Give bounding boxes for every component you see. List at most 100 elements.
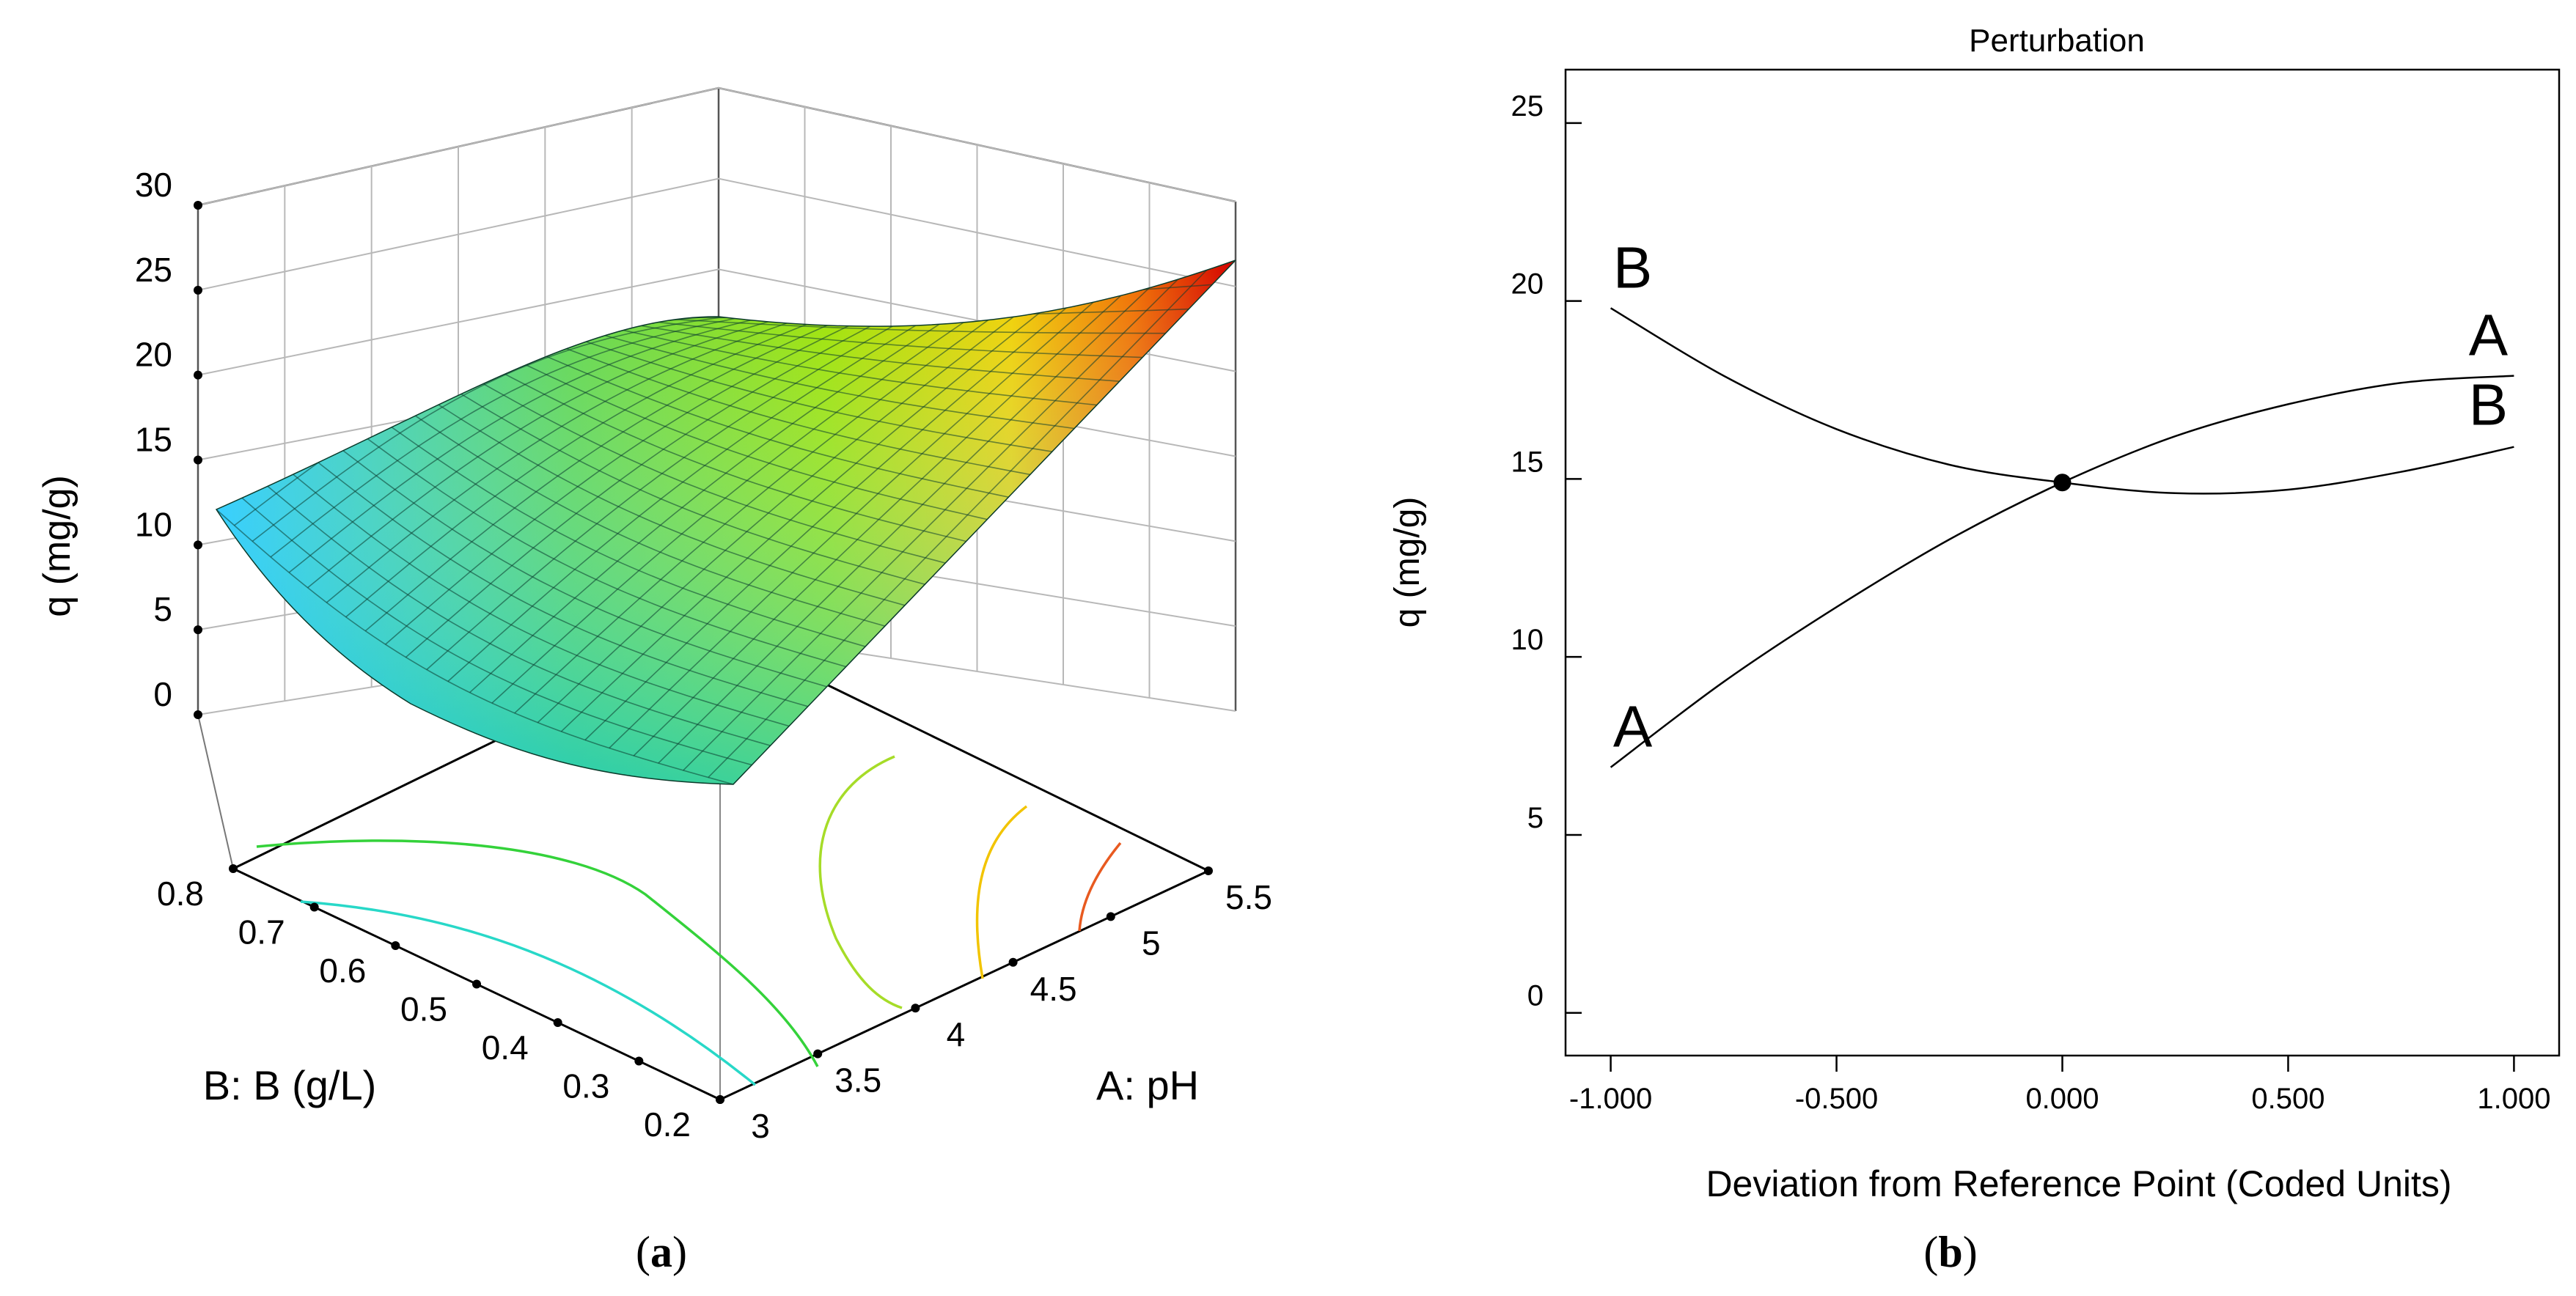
series-label-B-end: B xyxy=(2469,372,2508,438)
x-axis-title: Deviation from Reference Point (Coded Un… xyxy=(1706,1163,2451,1204)
contour-level-20 xyxy=(975,805,1028,979)
mesh-line xyxy=(446,362,949,564)
surface-mesh xyxy=(216,260,1236,784)
mesh-line xyxy=(279,462,790,727)
y-tick-label: 20 xyxy=(1511,268,1544,301)
x-tick-label: 1.000 xyxy=(2477,1083,2550,1115)
reference-point-marker xyxy=(2053,474,2072,492)
mesh-line xyxy=(614,320,1122,383)
b-tick-label: 0.4 xyxy=(482,1028,529,1067)
floor-contours xyxy=(256,755,1122,1086)
b-axis: 0.8 0.7 0.6 0.5 0.4 0.3 0.2 xyxy=(157,864,724,1144)
z-tick-mark xyxy=(194,455,202,465)
mesh-line xyxy=(299,447,810,708)
b-tick-label: 0.6 xyxy=(319,951,366,990)
z-tick-mark xyxy=(194,710,202,719)
mesh-line xyxy=(551,329,1055,453)
a-tick-mark xyxy=(1008,957,1018,967)
a-axis-line xyxy=(719,869,1209,1101)
a-tick-label: 4.5 xyxy=(1030,970,1077,1008)
x-tick-label: 0.500 xyxy=(2251,1083,2324,1115)
mesh-line xyxy=(592,323,1099,406)
mesh-line xyxy=(656,317,1167,334)
plot-frame xyxy=(1564,68,2561,1057)
z-tick-mark xyxy=(194,540,202,550)
surface-outline xyxy=(215,259,1236,785)
mesh-line xyxy=(341,419,848,669)
b-tick-mark xyxy=(472,979,481,989)
mesh-line xyxy=(257,477,771,747)
mesh-line xyxy=(383,394,888,627)
b-tick-mark xyxy=(553,1018,562,1027)
x-tick-label: -0.500 xyxy=(1795,1083,1878,1115)
series-line-A xyxy=(1610,375,2514,768)
contour-level-15 xyxy=(818,755,903,1009)
mesh-line xyxy=(509,339,1012,498)
b-tick-label: 0.7 xyxy=(238,913,285,951)
mesh-line xyxy=(236,493,753,766)
b-tick-label: 0.3 xyxy=(562,1067,609,1105)
z-tick-mark xyxy=(194,625,202,635)
chart-title: Perturbation xyxy=(1969,23,2145,59)
a-axis: 3 3.5 4 4.5 5 5.5 xyxy=(716,866,1272,1145)
mesh-line xyxy=(425,372,928,586)
y-tick-label: 25 xyxy=(1511,90,1544,122)
b-tick-label: 0.5 xyxy=(400,990,447,1028)
b-axis-title: B: B (g/L) xyxy=(203,1062,377,1108)
b-tick-label: 0.2 xyxy=(644,1105,691,1144)
a-tick-label: 5 xyxy=(1142,924,1161,962)
y-tick-label: 5 xyxy=(1527,802,1544,834)
contour-level-10 xyxy=(256,839,819,1067)
x-axis: -1.000 -0.500 0.000 0.500 1.000 xyxy=(1569,1056,2550,1115)
a-tick-mark xyxy=(813,1049,823,1058)
b-tick-mark xyxy=(391,941,400,950)
z-tick-mark xyxy=(194,370,202,380)
z-tick-label: 0 xyxy=(153,675,172,713)
series-label-A-end: A xyxy=(2469,303,2509,368)
z-tick-label: 5 xyxy=(153,590,172,628)
grid-line-horizontal xyxy=(197,177,1236,291)
z-tick-label: 10 xyxy=(135,505,172,543)
y-tick-label: 15 xyxy=(1511,446,1544,478)
z-tick-label: 30 xyxy=(135,166,172,204)
mesh-line xyxy=(634,319,1145,358)
z-tick-mark xyxy=(194,285,202,295)
response-surface xyxy=(215,259,1236,785)
surface-shading xyxy=(216,260,1236,784)
z-tick-label: 25 xyxy=(135,251,172,289)
mesh-line xyxy=(320,432,829,688)
b-tick-mark xyxy=(309,902,319,912)
panel-a-surface-plot: 0 5 10 15 20 25 30 0.8 0.7 0.6 0.5 0.4 0.3 0.2 3 3.5 4… xyxy=(36,86,1272,1276)
mesh-line xyxy=(362,406,868,648)
y-tick-label: 10 xyxy=(1511,624,1544,656)
panel-b-caption: (b) xyxy=(1923,1228,1977,1276)
mesh-line xyxy=(216,509,734,784)
grid-line-horizontal xyxy=(197,86,1236,206)
contour-level-5 xyxy=(300,900,757,1086)
a-tick-mark xyxy=(911,1004,920,1013)
contour-level-25 xyxy=(1078,842,1122,932)
left-corner-drop xyxy=(197,714,234,869)
b-tick-mark xyxy=(229,864,238,873)
z-tick-label: 20 xyxy=(135,336,172,374)
series-label-B-start: B xyxy=(1613,235,1652,300)
z-axis-title: q (mg/g) xyxy=(36,475,78,617)
mesh-line xyxy=(488,346,991,521)
a-axis-title: A: pH xyxy=(1096,1062,1199,1108)
x-tick-label: -1.000 xyxy=(1569,1083,1652,1115)
y-tick-label: 0 xyxy=(1527,980,1544,1012)
mesh-line xyxy=(467,353,969,543)
series-line-B xyxy=(1610,307,2514,495)
z-tick-label: 15 xyxy=(135,421,172,459)
a-tick-label: 3.5 xyxy=(834,1061,881,1100)
a-tick-label: 4 xyxy=(947,1015,966,1053)
z-tick-mark xyxy=(194,201,202,210)
y-axis-title: q (mg/g) xyxy=(1388,497,1427,628)
a-tick-mark xyxy=(1106,912,1115,921)
b-tick-label: 0.8 xyxy=(157,875,204,913)
x-tick-label: 0.000 xyxy=(2025,1083,2099,1115)
mesh-line xyxy=(571,325,1077,430)
a-tick-mark xyxy=(1204,866,1213,875)
wall-top-edge xyxy=(197,86,1236,207)
